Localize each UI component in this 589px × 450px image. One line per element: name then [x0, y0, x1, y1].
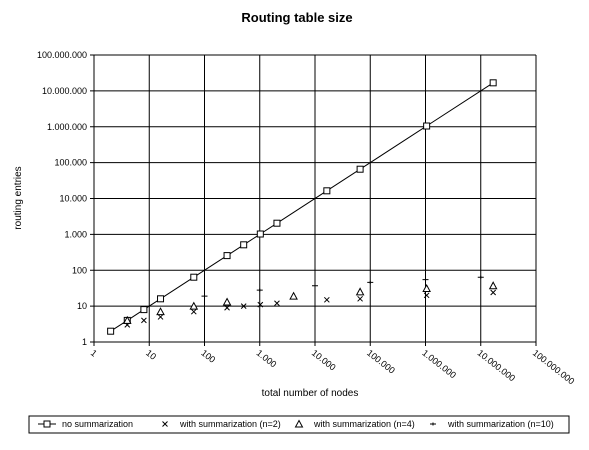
data-point	[191, 309, 196, 314]
data-point	[141, 318, 146, 323]
data-point	[241, 242, 247, 248]
data-point	[257, 289, 263, 292]
data-point	[141, 307, 147, 313]
legend-item: with summarization (n=2)	[163, 419, 281, 429]
data-point	[202, 295, 208, 298]
legend: no summarization with summarization (n=2)…	[29, 416, 569, 433]
y-tick-label: 100	[72, 265, 87, 275]
series-layer	[108, 80, 497, 334]
x-tick-label: 10.000	[310, 348, 338, 373]
y-tick-label: 100.000	[54, 158, 87, 168]
data-point	[491, 290, 496, 295]
data-point	[490, 80, 496, 86]
data-point	[274, 301, 279, 306]
series-4	[202, 276, 484, 298]
data-point	[191, 274, 197, 280]
data-point	[358, 296, 363, 301]
y-tick-label: 10	[77, 301, 87, 311]
data-point	[423, 278, 429, 281]
series-2	[125, 290, 496, 327]
x-tick-label: 10.000.000	[476, 348, 518, 384]
series-1	[108, 80, 497, 334]
x-tick-label: 1.000	[255, 348, 279, 370]
data-point	[357, 166, 363, 172]
data-point	[108, 328, 114, 334]
chart-title: Routing table size	[241, 10, 352, 25]
y-tick-labels: 1 10 100 1.000 10.000 100.000 1.000.000 10.000.…	[37, 50, 87, 347]
x-tick-label: 10	[144, 348, 158, 362]
x-tick-label: 1.000.000	[420, 348, 458, 381]
data-point	[274, 220, 280, 226]
data-point	[357, 288, 364, 295]
x-tick-labels: 1 10 100 1.000 10.000 100.000 1.000.000 10.000.…	[89, 348, 577, 387]
data-point	[157, 308, 164, 315]
legend-marker	[44, 421, 50, 427]
data-point	[324, 297, 329, 302]
x-tick-label: 100	[199, 348, 217, 365]
data-point	[290, 293, 297, 300]
x-tick-label: 100.000.000	[531, 348, 577, 387]
data-point	[423, 285, 430, 292]
data-point	[367, 281, 373, 284]
legend-label: with summarization (n=4)	[313, 419, 415, 429]
data-point	[424, 123, 430, 129]
y-tick-label: 1.000	[64, 229, 87, 239]
x-tick-label: 100.000	[365, 348, 397, 376]
y-tick-label: 10.000	[59, 194, 87, 204]
legend-label: with summarization (n=2)	[179, 419, 281, 429]
y-axis-label: routing entries	[13, 166, 24, 229]
y-tick-label: 10.000.000	[42, 86, 87, 96]
data-point	[312, 284, 318, 287]
data-point	[490, 282, 497, 289]
series-line	[111, 83, 494, 331]
x-tick-label: 1	[89, 348, 99, 359]
y-tick-label: 1.000.000	[47, 122, 87, 132]
y-tick-label: 100.000.000	[37, 50, 87, 60]
legend-item: with summarization (n=4)	[296, 419, 415, 429]
data-point	[224, 299, 231, 306]
y-tick-label: 1	[82, 337, 87, 347]
data-point	[324, 188, 330, 194]
data-point	[478, 276, 484, 279]
series-3	[124, 282, 497, 323]
x-axis-label: total number of nodes	[262, 388, 359, 399]
data-point	[158, 296, 164, 302]
data-point	[424, 293, 429, 298]
legend-label: no summarization	[62, 419, 133, 429]
data-point	[257, 231, 263, 237]
legend-label: with summarization (n=10)	[447, 419, 554, 429]
legend-item: with summarization (n=10)	[430, 419, 554, 429]
data-point	[224, 253, 230, 259]
